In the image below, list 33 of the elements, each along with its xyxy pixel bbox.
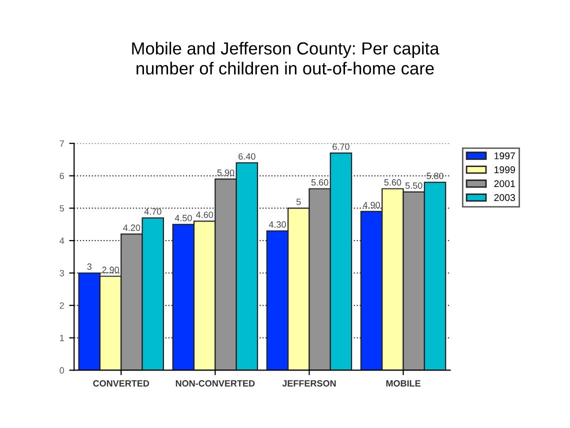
legend-label: 1997 [494,152,515,160]
y-tick-label: 6 [60,172,64,180]
data-label: 5.60 [311,179,328,186]
data-label: 6.40 [238,153,256,160]
data-label: 6.70 [332,144,350,150]
x-tick-label: CONVERTED [93,380,150,387]
y-tick-label: 7 [60,140,64,147]
x-tick-label: NON-CONVERTED [176,380,255,387]
data-label: 4.30 [268,221,286,228]
data-label: 5.90 [217,169,234,176]
data-label: 4.20 [123,224,140,231]
data-label: 4.60 [196,212,214,218]
y-tick-label: 4 [60,238,64,244]
data-label: 4.70 [144,208,162,215]
y-tick-label: 1 [60,334,64,342]
legend-label: 1999 [494,166,515,174]
data-label: 4.50 [174,214,192,222]
legend-label: 2003 [494,194,515,202]
data-label: 3 [87,263,92,270]
data-label: 5 [296,198,301,206]
data-label: 5.50 [405,182,422,189]
data-label: 2.90 [102,266,119,274]
x-tick-label: JEFFERSON [282,380,336,387]
chart-title: Mobile and Jefferson County: Per capita number of children in out-of-home care [132,42,440,75]
data-label: 4.90 [362,202,380,208]
legend-label: 2001 [494,180,515,188]
y-tick-label: 2 [60,302,64,309]
x-tick-label: MOBILE [386,380,420,387]
y-tick-label: 5 [60,205,64,212]
data-label: 5.60 [384,179,402,186]
data-label: 5.80 [426,172,444,180]
y-tick-label: 3 [60,270,64,276]
y-tick-label: 0 [60,367,64,374]
